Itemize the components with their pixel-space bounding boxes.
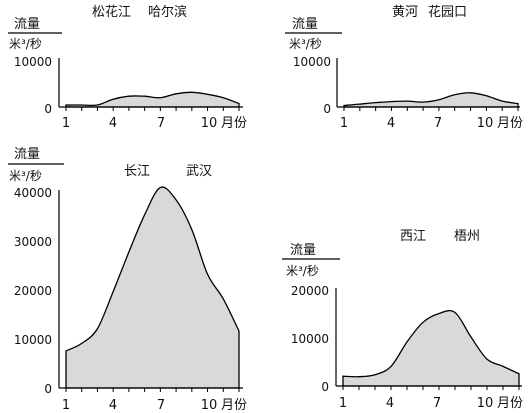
y-tick-label: 10000 bbox=[291, 332, 329, 346]
y-axis-label-top: 流量 bbox=[14, 147, 40, 162]
x-tick-labels: 1 4 7 10 bbox=[340, 116, 493, 131]
x-tick-label: 7 bbox=[157, 398, 165, 413]
area-series bbox=[65, 91, 240, 108]
area-series bbox=[342, 310, 520, 387]
y-tick-labels: 40000 30000 20000 10000 0 bbox=[14, 186, 52, 396]
y-axis-label-top: 流量 bbox=[14, 17, 40, 32]
y-axis-label-top: 流量 bbox=[292, 17, 318, 32]
x-tick-label: 1 bbox=[62, 398, 70, 413]
chart-title-river: 黄河 bbox=[392, 5, 418, 20]
y-tick-labels: 10000 0 bbox=[293, 55, 331, 116]
y-tick-labels: 10000 0 bbox=[14, 55, 52, 116]
y-axis-label-unit: 米³/秒 bbox=[9, 37, 42, 51]
y-tick-label: 20000 bbox=[14, 284, 52, 298]
area-series bbox=[343, 92, 519, 108]
y-axis-label-top: 流量 bbox=[290, 243, 316, 258]
chart-title-station: 梧州 bbox=[454, 229, 480, 244]
chart-title-station: 哈尔滨 bbox=[148, 4, 187, 20]
x-tick-label: 7 bbox=[157, 116, 165, 131]
chart-xijiang-wuzhou: 西江 梧州 流量 米³/秒 20000 10000 0 1 4 7 10 月份 bbox=[282, 229, 523, 411]
chart-songhua-harbin: 松花江 哈尔滨 流量 米³/秒 10000 0 1 4 7 10 月份 bbox=[8, 4, 247, 131]
x-ticks bbox=[342, 386, 520, 390]
y-tick-label: 10000 bbox=[293, 55, 331, 69]
x-axis-label: 月份 bbox=[497, 396, 523, 411]
chart-title-river: 西江 bbox=[400, 229, 426, 244]
y-tick-label: 0 bbox=[44, 102, 52, 116]
y-axis-label-unit: 米³/秒 bbox=[9, 169, 42, 183]
y-tick-label: 40000 bbox=[14, 186, 52, 200]
x-tick-label: 4 bbox=[109, 116, 117, 131]
x-tick-label: 4 bbox=[109, 398, 117, 413]
chart-title-river: 长江 bbox=[124, 164, 150, 179]
x-tick-label: 10 bbox=[201, 398, 218, 413]
y-tick-label: 20000 bbox=[291, 284, 329, 298]
x-tick-labels: 1 4 7 10 bbox=[62, 398, 217, 413]
x-tick-label: 10 bbox=[477, 396, 494, 411]
x-tick-label: 4 bbox=[387, 116, 395, 131]
area-series bbox=[65, 186, 240, 389]
x-ticks bbox=[343, 107, 519, 111]
x-tick-labels: 1 4 7 10 bbox=[339, 396, 493, 411]
x-tick-label: 10 bbox=[201, 116, 218, 131]
x-tick-label: 7 bbox=[433, 396, 441, 411]
x-ticks bbox=[65, 107, 240, 111]
x-ticks bbox=[65, 388, 240, 392]
chart-title-station: 武汉 bbox=[186, 164, 212, 179]
y-tick-labels: 20000 10000 0 bbox=[291, 284, 329, 394]
y-axis-label-unit: 米³/秒 bbox=[289, 37, 322, 51]
x-axis-label: 月份 bbox=[221, 116, 247, 131]
x-tick-label: 1 bbox=[62, 116, 70, 131]
x-axis-label: 月份 bbox=[497, 116, 523, 131]
y-tick-label: 10000 bbox=[14, 55, 52, 69]
x-tick-labels: 1 4 7 10 bbox=[62, 116, 217, 131]
x-tick-label: 10 bbox=[477, 116, 494, 131]
y-axis-label-unit: 米³/秒 bbox=[286, 264, 319, 278]
chart-title-river: 松花江 bbox=[92, 4, 131, 20]
y-tick-label: 0 bbox=[323, 102, 331, 116]
y-tick-label: 0 bbox=[321, 380, 329, 394]
chart-title-station: 花园口 bbox=[428, 4, 467, 20]
x-tick-label: 7 bbox=[434, 116, 442, 131]
x-tick-label: 1 bbox=[340, 116, 348, 131]
y-tick-label: 0 bbox=[44, 382, 52, 396]
x-tick-label: 4 bbox=[386, 396, 394, 411]
x-axis-label: 月份 bbox=[221, 398, 247, 413]
chart-yangtze-wuhan: 长江 武汉 流量 米³/秒 40000 30000 20000 10000 0 … bbox=[8, 147, 247, 413]
y-tick-label: 30000 bbox=[14, 235, 52, 249]
y-tick-label: 10000 bbox=[14, 333, 52, 347]
x-tick-label: 1 bbox=[339, 396, 347, 411]
chart-yellow-huayuankou: 黄河 花园口 流量 米³/秒 10000 0 1 4 7 10 月份 bbox=[285, 4, 523, 131]
